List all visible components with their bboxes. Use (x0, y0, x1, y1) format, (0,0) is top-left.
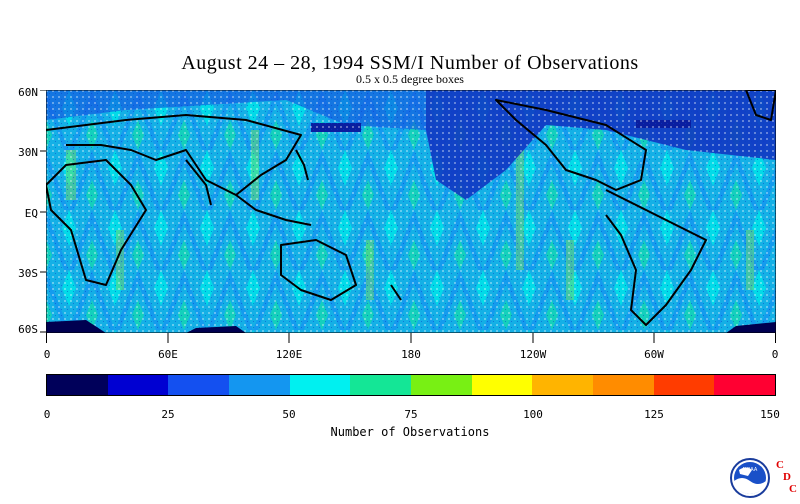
noaa-cdc-logo: NOAA C D C (728, 456, 800, 500)
colorbar-tick-125: 125 (644, 408, 664, 421)
lon-label-180: 180 (401, 348, 421, 361)
map-subtitle: 0.5 x 0.5 degree boxes (356, 72, 464, 86)
lat-label-eq: EQ (24, 207, 38, 220)
colorbar-tick-50: 50 (282, 408, 296, 421)
lat-label-30s: 30S (18, 267, 38, 280)
map-field (46, 90, 776, 333)
colorbar-segment (653, 375, 715, 395)
colorbar-segment (411, 375, 472, 395)
cdc-letter-1: C (776, 459, 784, 471)
observation-map (40, 90, 776, 343)
lon-label-0: 0 (43, 348, 51, 361)
colorbar (46, 374, 776, 396)
lat-label-30n: 30N (18, 146, 38, 159)
lon-label-0-east: 0 (771, 348, 779, 361)
lat-label-60n: 60N (18, 86, 38, 99)
cdc-letter-2: D (783, 471, 791, 483)
lat-label-60s: 60S (18, 323, 38, 336)
colorbar-tick-150: 150 (760, 408, 780, 421)
colorbar-segment (168, 375, 230, 395)
cdc-letter-3: C (789, 483, 797, 495)
lat-ticks (40, 90, 46, 333)
colorbar-segment (350, 375, 412, 395)
colorbar-tick-0: 0 (43, 408, 51, 421)
colorbar-segment (532, 375, 594, 395)
colorbar-segment (471, 375, 533, 395)
colorbar-tick-100: 100 (523, 408, 543, 421)
lon-label-120w: 120W (519, 348, 547, 361)
colorbar-segment (714, 375, 776, 395)
lon-label-120e: 120E (275, 348, 303, 361)
colorbar-tick-25: 25 (161, 408, 175, 421)
colorbar-segment (289, 375, 351, 395)
map-title: August 24 – 28, 1994 SSM/I Number of Obs… (181, 52, 639, 74)
colorbar-segment (47, 375, 108, 395)
colorbar-segment (593, 375, 654, 395)
colorbar-segment (229, 375, 290, 395)
lon-label-60w: 60W (644, 348, 664, 361)
colorbar-segment (107, 375, 169, 395)
colorbar-tick-75: 75 (404, 408, 418, 421)
noaa-text: NOAA (743, 467, 758, 473)
colorbar-title: Number of Observations (330, 425, 490, 439)
lon-ticks (46, 333, 776, 343)
lon-label-60e: 60E (158, 348, 178, 361)
